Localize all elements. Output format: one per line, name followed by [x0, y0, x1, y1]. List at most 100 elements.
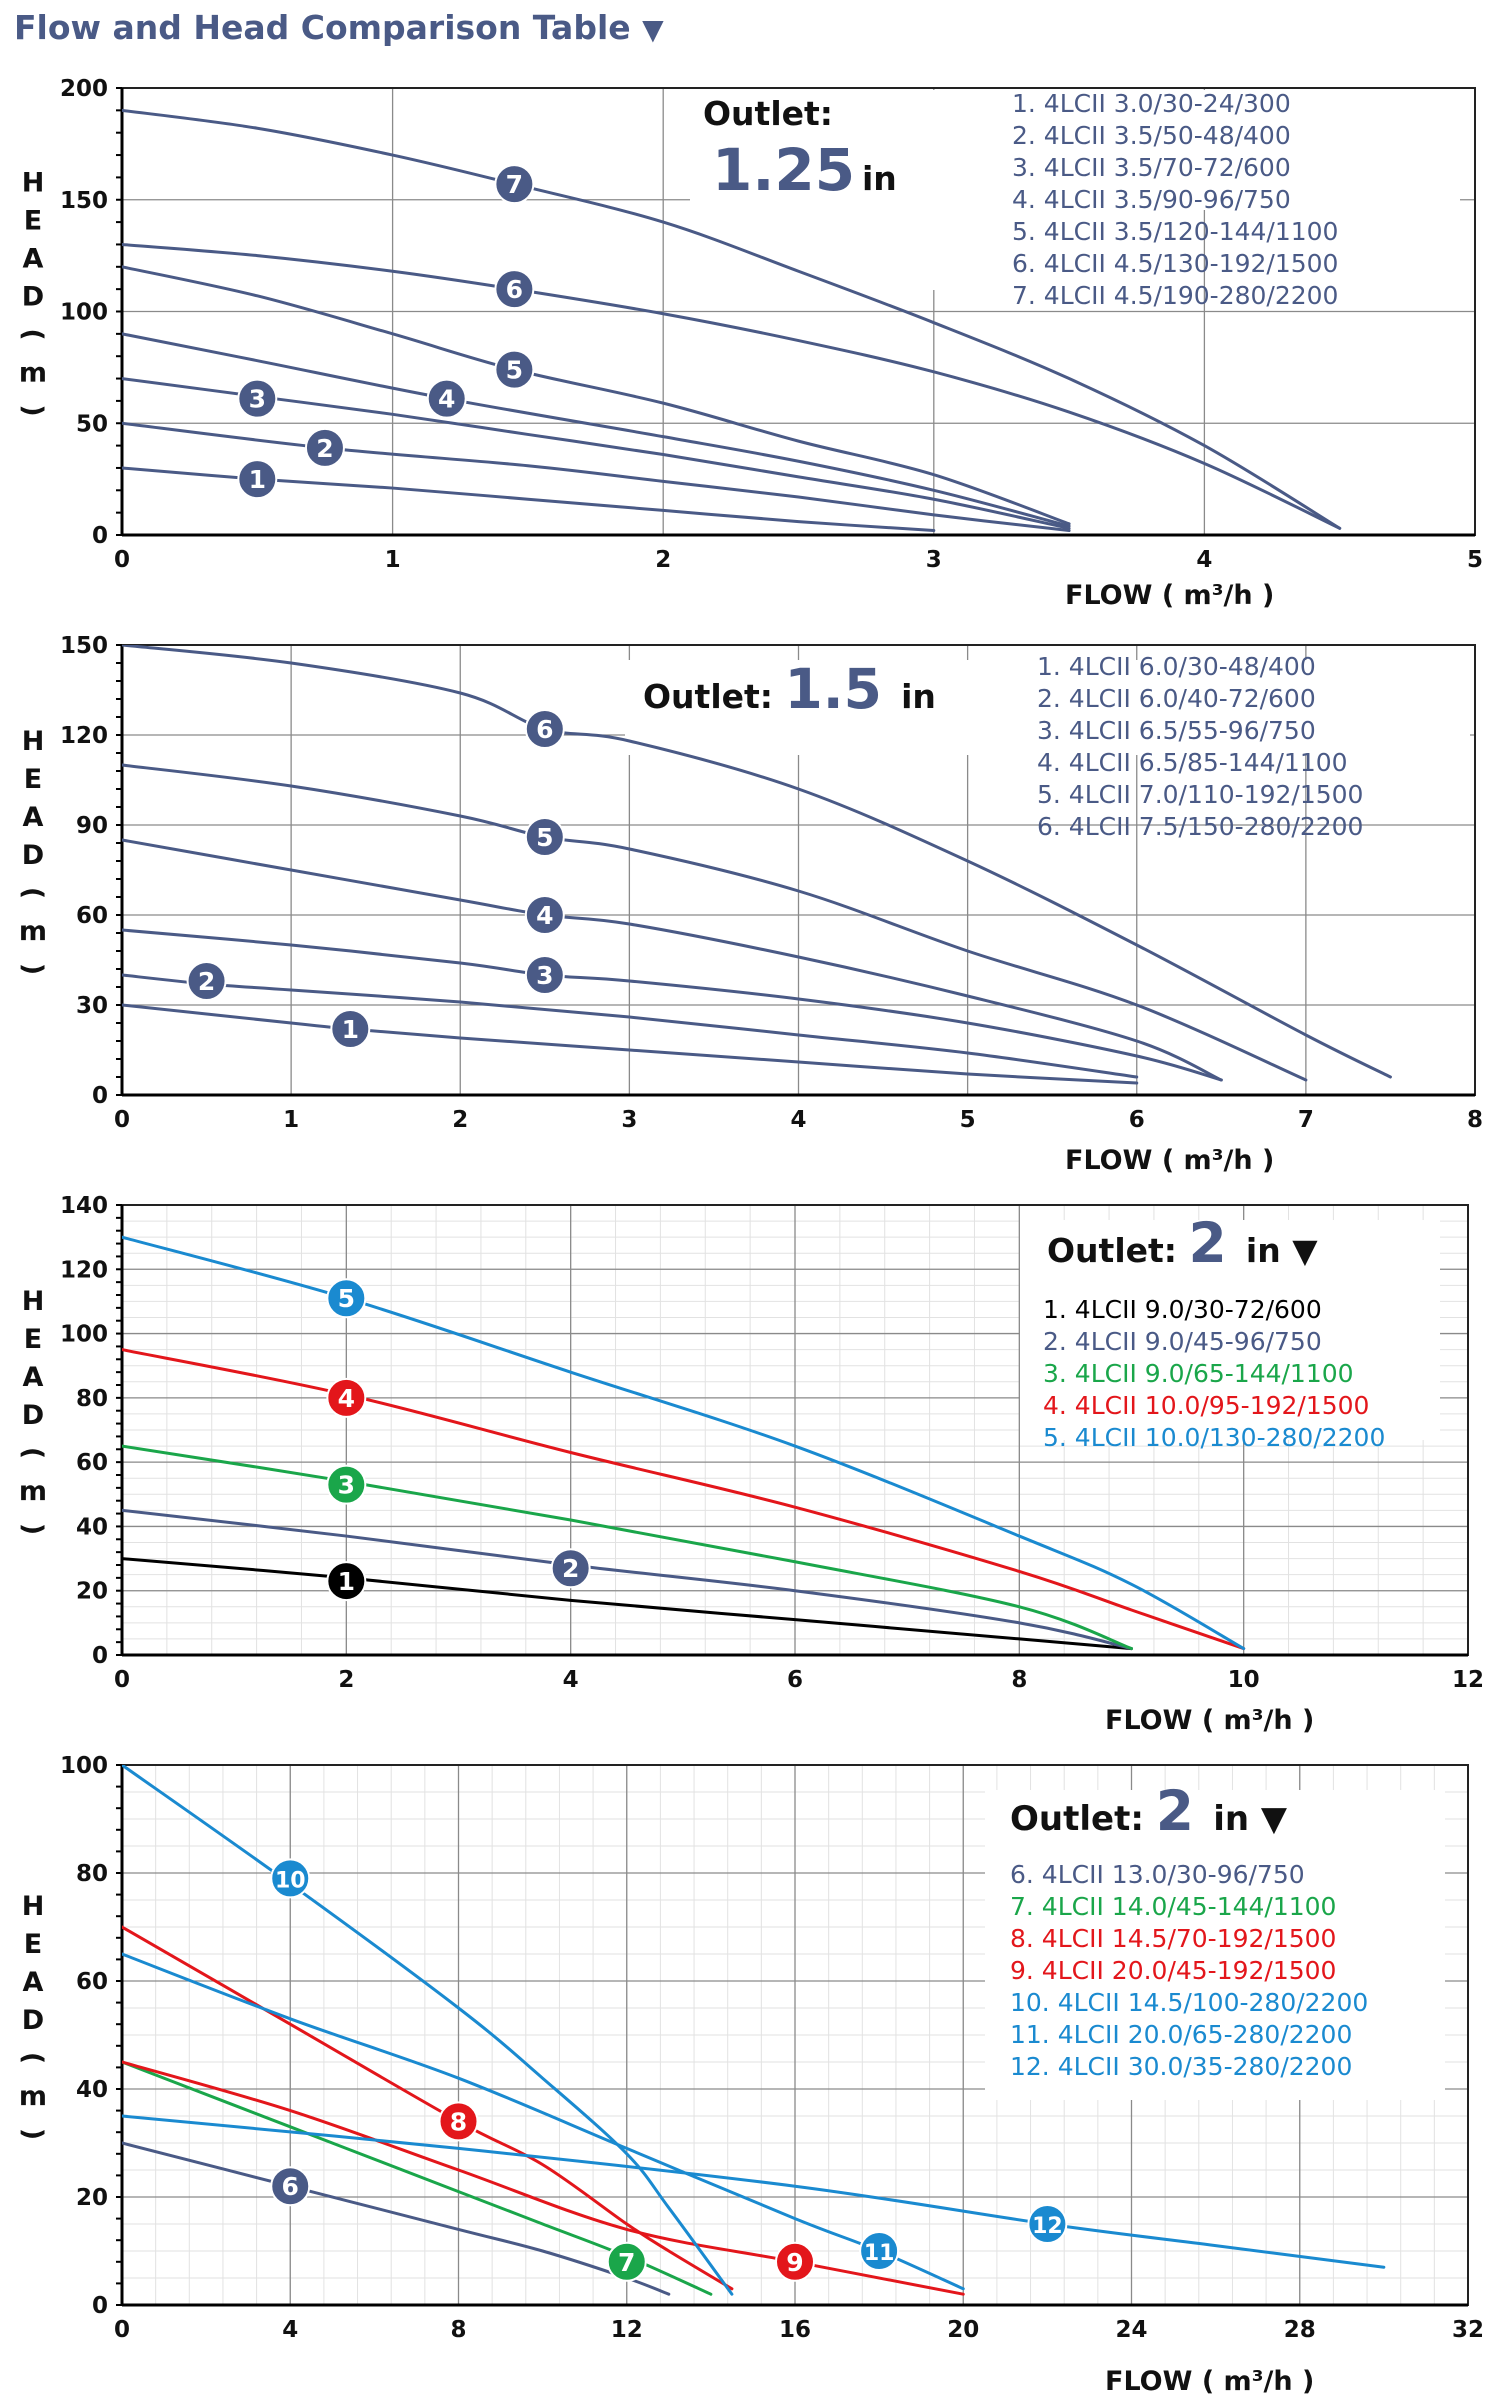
x-tick-label: 8 — [1467, 1107, 1483, 1133]
marker-circle — [494, 349, 535, 390]
y-axis-title-letter: A — [23, 244, 44, 275]
marker-label: 2 — [198, 967, 215, 996]
y-axis-title-letter: ) — [17, 2128, 48, 2140]
y-axis-title-letter: H — [22, 726, 45, 757]
y-axis-title-letter: m — [19, 2081, 47, 2112]
legend-entry: 4. 4LCII 3.5/90-96/750 — [1012, 185, 1291, 214]
x-tick-label: 24 — [1115, 2317, 1147, 2343]
series-marker-2: 2 — [550, 1548, 591, 1589]
series-line-11 — [122, 1952, 965, 2291]
x-tick-label: 20 — [947, 2317, 979, 2343]
y-axis-title-letter: D — [22, 2005, 44, 2036]
marker-label: 5 — [506, 356, 523, 385]
marker-label: 9 — [786, 2248, 803, 2277]
y-tick-label: 100 — [60, 1322, 108, 1348]
outlet-size: 1.25 — [712, 136, 855, 204]
marker-label: 2 — [316, 434, 333, 463]
x-tick-label: 12 — [1452, 1667, 1484, 1693]
legend-entry: 6. 4LCII 13.0/30-96/750 — [1010, 1860, 1305, 1889]
x-tick-label: 6 — [1129, 1107, 1145, 1133]
marker-circle — [524, 709, 565, 749]
y-axis-title-letter: m — [19, 358, 47, 389]
legend-entry: 4. 4LCII 10.0/95-192/1500 — [1043, 1391, 1369, 1420]
y-tick-label: 50 — [76, 411, 108, 437]
y-tick-label: 20 — [76, 2185, 108, 2211]
x-tick-label: 0 — [114, 2317, 130, 2343]
series-line-10 — [122, 1765, 734, 2296]
marker-circle — [1027, 2204, 1068, 2244]
y-tick-label: 30 — [76, 993, 108, 1019]
series-marker-2: 2 — [304, 427, 345, 468]
series-marker-12: 12 — [1027, 2204, 1068, 2244]
y-axis-title-letter: A — [23, 1362, 44, 1393]
marker-label: 1 — [249, 465, 266, 494]
outlet-size: 1.5 — [784, 657, 901, 721]
page-title-text: Flow and Head Comparison Table — [14, 8, 631, 47]
y-tick-label: 120 — [60, 723, 108, 749]
y-axis-title-letter: E — [24, 1324, 42, 1355]
y-axis-title-letter: D — [22, 840, 44, 871]
y-tick-label: 200 — [60, 76, 108, 102]
series-marker-10: 10 — [270, 1858, 311, 1899]
y-axis-title-letter: ( — [17, 2052, 48, 2064]
marker-label: 3 — [249, 385, 266, 414]
x-tick-label: 4 — [1196, 547, 1212, 573]
series-marker-7: 7 — [494, 164, 535, 205]
y-axis-title-letter: m — [19, 916, 47, 947]
y-axis-title-letter: m — [19, 1476, 47, 1507]
y-axis-title-letter: H — [22, 168, 45, 199]
marker-circle — [859, 2231, 900, 2271]
series-marker-3: 3 — [524, 955, 565, 995]
marker-circle — [494, 269, 535, 310]
series-line-2 — [122, 973, 1139, 1079]
x-axis-title: FLOW ( m³/h ) — [1065, 580, 1274, 611]
series-marker-8: 8 — [438, 2101, 479, 2142]
series-marker-6: 6 — [494, 269, 535, 310]
x-tick-label: 3 — [621, 1107, 637, 1133]
marker-circle — [330, 1009, 371, 1049]
series-marker-3: 3 — [237, 378, 278, 419]
marker-label: 4 — [338, 1384, 355, 1413]
outlet-unit: in — [1246, 1231, 1292, 1270]
marker-circle — [270, 1858, 311, 1899]
outlet-unit: in — [901, 677, 936, 716]
series-marker-5: 5 — [494, 349, 535, 390]
x-tick-label: 8 — [450, 2317, 466, 2343]
marker-label: 1 — [338, 1567, 355, 1596]
y-axis-title-letter: E — [24, 206, 42, 237]
legend-box — [985, 1790, 1445, 2100]
legend-entry: 11. 4LCII 20.0/65-280/2200 — [1010, 2020, 1352, 2049]
legend-box — [1020, 1220, 1440, 1440]
series-line-6 — [122, 2141, 671, 2296]
legend-entry: 7. 4LCII 4.5/190-280/2200 — [1012, 281, 1338, 310]
legend-entry: 12. 4LCII 30.0/35-280/2200 — [1010, 2052, 1352, 2081]
y-tick-label: 80 — [76, 1861, 108, 1887]
x-tick-label: 0 — [114, 1667, 130, 1693]
x-tick-label: 2 — [452, 1107, 468, 1133]
legend-entry: 8. 4LCII 14.5/70-192/1500 — [1010, 1924, 1336, 1953]
series-line-1 — [122, 1003, 1139, 1085]
legend-entry: 3. 4LCII 6.5/55-96/750 — [1037, 716, 1316, 745]
legend-entry: 1. 4LCII 3.0/30-24/300 — [1012, 89, 1291, 118]
marker-label: 2 — [562, 1554, 579, 1583]
series-line-3 — [122, 928, 1223, 1082]
x-axis-title: FLOW ( m³/h ) — [1105, 1705, 1314, 1736]
x-tick-label: 0 — [114, 547, 130, 573]
y-tick-label: 0 — [92, 1643, 108, 1669]
outlet-label: Outlet: — [703, 94, 833, 133]
y-axis-title-letter: H — [22, 1891, 45, 1922]
y-tick-label: 90 — [76, 813, 108, 839]
marker-label: 1 — [342, 1015, 359, 1044]
marker-label: 5 — [536, 823, 553, 852]
marker-circle — [237, 378, 278, 419]
marker-circle — [270, 2166, 311, 2207]
outlet-unit: in — [1213, 1799, 1261, 1839]
series-line-6 — [122, 645, 1392, 1079]
series-marker-6: 6 — [524, 709, 565, 749]
legend-entry: 6. 4LCII 7.5/150-280/2200 — [1037, 812, 1363, 841]
y-axis-title-letter: ) — [17, 1523, 48, 1535]
legend-entry: 6. 4LCII 4.5/130-192/1500 — [1012, 249, 1338, 278]
marker-label: 7 — [618, 2248, 635, 2277]
